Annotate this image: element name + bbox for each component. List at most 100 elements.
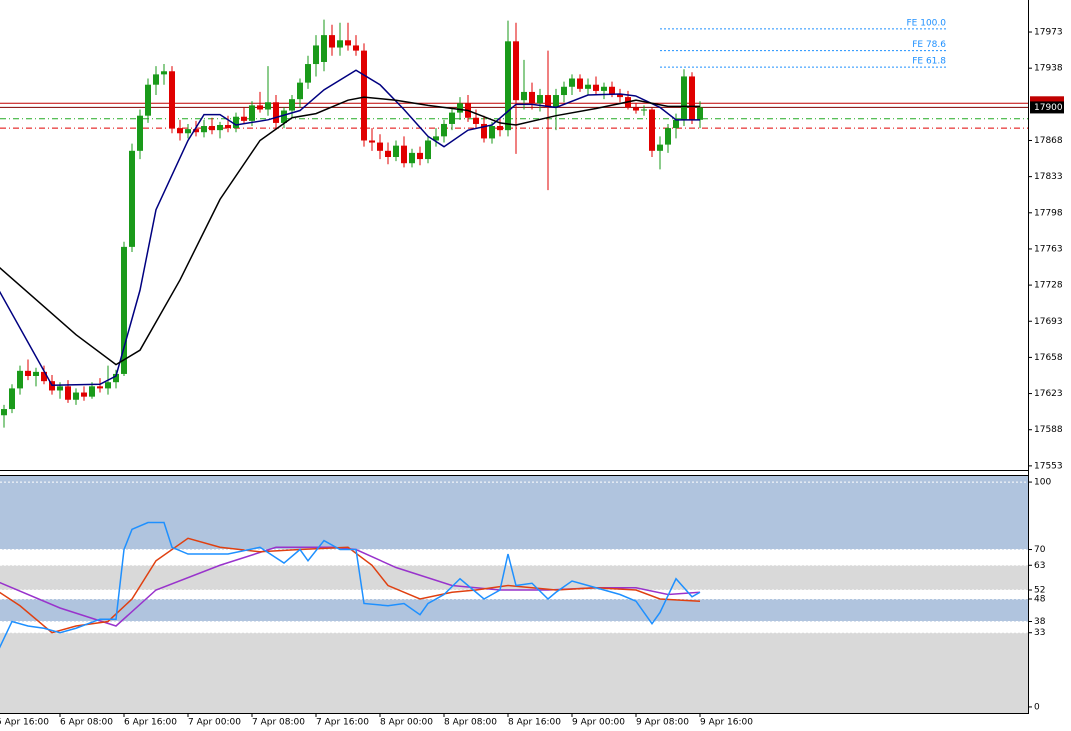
x-tick-label: 9 Apr 16:00	[700, 718, 753, 728]
candle-body	[521, 91, 527, 101]
price-tag-label: 17900	[1034, 103, 1063, 113]
candle-body	[577, 78, 583, 89]
candle-body	[209, 126, 215, 131]
oscillator-panel	[0, 476, 1028, 713]
candle-body	[489, 126, 495, 139]
y-tick-label: 17553	[1034, 461, 1063, 471]
zone-band	[0, 632, 1028, 713]
candle-body	[353, 45, 359, 51]
candle-body	[89, 386, 95, 397]
candle-body	[57, 386, 63, 391]
candle-body	[217, 124, 223, 131]
x-tick-label: 9 Apr 08:00	[636, 718, 689, 728]
candle-body	[193, 129, 199, 133]
y-tick-label: 17868	[1034, 136, 1063, 146]
x-tick-label: 6 Apr 16:00	[124, 718, 177, 728]
candle-body	[161, 71, 167, 75]
fe-label: FE 78.6	[912, 40, 946, 50]
candle-body	[529, 91, 535, 104]
candle-body	[641, 109, 647, 111]
candle-body	[137, 115, 143, 151]
candle-body	[505, 41, 511, 131]
candle-body	[305, 64, 311, 83]
candle-body	[513, 41, 519, 101]
indicator-line	[0, 521, 701, 649]
candle-body	[385, 150, 391, 158]
candle-body	[113, 373, 119, 383]
candle-body	[449, 112, 455, 124]
candle-body	[553, 95, 559, 108]
y-tick-label: 17658	[1034, 353, 1063, 363]
x-tick-label: 7 Apr 08:00	[252, 718, 305, 728]
candle-body	[313, 45, 319, 65]
candle-body	[185, 129, 191, 134]
candle-body	[249, 105, 255, 121]
candle-body	[233, 116, 239, 129]
candle-body	[569, 78, 575, 87]
candle-body	[25, 370, 31, 376]
candle-body	[265, 102, 271, 110]
fe-label: FE 100.0	[907, 18, 947, 28]
candle-body	[297, 82, 303, 100]
candle-body	[609, 86, 615, 94]
candle-body	[273, 102, 279, 123]
candle-body	[433, 136, 439, 141]
y-tick-label: 17623	[1034, 389, 1063, 399]
candle-body	[289, 99, 295, 111]
candle-body	[97, 386, 103, 389]
candle-body	[481, 123, 487, 139]
candle-body	[377, 142, 383, 151]
candle-body	[697, 107, 703, 120]
candle-body	[537, 95, 543, 104]
candle-body	[321, 35, 327, 62]
y-tick-label: 70	[1034, 545, 1046, 555]
candle-body	[65, 386, 71, 400]
y-tick-label: 17938	[1034, 64, 1063, 74]
candle-body	[593, 84, 599, 91]
candle-body	[617, 94, 623, 98]
candle-body	[9, 388, 15, 410]
candle-body	[649, 109, 655, 151]
candle-body	[201, 126, 207, 133]
candle-body	[17, 370, 23, 389]
y-tick-label: 17833	[1034, 172, 1063, 182]
candle-body	[129, 150, 135, 247]
indicator-line	[0, 537, 701, 634]
candle-body	[369, 140, 375, 143]
candle-body	[545, 95, 551, 108]
candle-body	[105, 382, 111, 389]
candle-body	[337, 40, 343, 48]
candle-body	[361, 50, 367, 141]
y-tick-label: 100	[1034, 478, 1051, 488]
candle-body	[73, 392, 79, 400]
candle-body	[401, 145, 407, 164]
y-tick-label: 17798	[1034, 208, 1063, 218]
y-tick-label: 17693	[1034, 317, 1063, 327]
candle-body	[665, 128, 671, 145]
y-tick-label: 52	[1034, 586, 1045, 596]
y-tick-label: 38	[1034, 617, 1046, 627]
candle-body	[689, 76, 695, 120]
candle-body	[409, 152, 415, 164]
candle-body	[585, 84, 591, 89]
indicator-line	[0, 96, 700, 366]
x-tick-label: 6 Apr 08:00	[60, 718, 113, 728]
candle-body	[601, 86, 607, 91]
candle-body	[241, 116, 247, 121]
candle-body	[417, 152, 423, 160]
candle-body	[121, 246, 127, 374]
x-tick-label: 8 Apr 16:00	[508, 718, 561, 728]
candle-body	[81, 392, 87, 397]
candle-body	[281, 110, 287, 123]
x-tick-label: 7 Apr 16:00	[316, 718, 369, 728]
x-tick-label: 8 Apr 08:00	[444, 718, 497, 728]
candle-body	[33, 371, 39, 376]
indicator-line	[0, 69, 700, 387]
price-panel: FE 100.0 FE 78.6 FE 61.8	[0, 18, 1028, 428]
zone-band	[0, 598, 1028, 622]
candle-body	[457, 103, 463, 113]
candle-body	[177, 128, 183, 134]
candle-body	[169, 71, 175, 129]
